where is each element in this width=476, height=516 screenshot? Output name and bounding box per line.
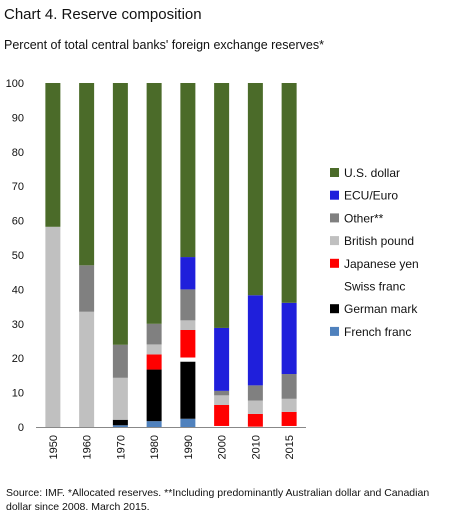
x-tick-label: 2000 xyxy=(217,435,229,459)
legend-item: U.S. dollar xyxy=(330,166,400,180)
bar-segment-ecu-euro-2000 xyxy=(214,327,230,391)
bar-segment-french-franc-1990 xyxy=(180,418,196,427)
legend-swatch xyxy=(330,236,339,246)
bar-segment-ecu-euro-1990 xyxy=(180,257,196,290)
legend-label: Other** xyxy=(344,211,384,225)
bar-segment-other-2010 xyxy=(247,385,263,401)
bar-segment-british-pound-2015 xyxy=(281,398,297,412)
x-tick-label: 1990 xyxy=(183,435,195,459)
y-tick-label: 50 xyxy=(12,250,24,262)
legend-item: French franc xyxy=(330,325,411,339)
bar-segment-japanese-yen-1980 xyxy=(146,354,162,370)
chart-subtitle: Percent of total central banks' foreign … xyxy=(4,38,324,52)
bar-segment-other-1970 xyxy=(112,344,128,378)
x-tick-label: 2015 xyxy=(284,435,296,459)
y-tick-label: 20 xyxy=(12,353,24,365)
bar-segment-british-pound-1990 xyxy=(180,320,196,330)
legend-swatch xyxy=(330,213,339,223)
legend-label: Japanese yen xyxy=(344,257,419,271)
bar-segment-british-pound-1980 xyxy=(146,344,162,355)
legend-swatch xyxy=(330,281,339,291)
bar-segment-german-mark-1980 xyxy=(146,369,162,422)
bar-segment-other-2015 xyxy=(281,374,297,399)
y-axis: 0 10 20 30 40 50 60 70 80 90 100 xyxy=(6,78,24,434)
bar-segment-british-pound-2010 xyxy=(247,400,263,414)
legend-item: British pound xyxy=(330,234,414,248)
bar-segment-japanese-yen-1990 xyxy=(180,329,196,358)
bar-segment-german-mark-1990 xyxy=(180,361,196,419)
bar-segment-u-s-dollar-1970 xyxy=(112,83,128,345)
bar-segment-swiss-franc-1990 xyxy=(180,357,196,362)
legend-swatch xyxy=(330,258,339,268)
legend-label: German mark xyxy=(344,302,418,316)
bar-segment-u-s-dollar-1960 xyxy=(79,83,95,266)
y-tick-label: 0 xyxy=(18,422,24,434)
y-tick-label: 70 xyxy=(12,181,24,193)
legend-swatch xyxy=(330,326,339,336)
legend-label: British pound xyxy=(344,234,414,248)
bar-segment-british-pound-2000 xyxy=(214,395,230,405)
bar-segment-japanese-yen-2010 xyxy=(247,413,263,427)
bar-segment-other-1980 xyxy=(146,323,162,345)
legend-label: U.S. dollar xyxy=(344,166,400,180)
legend-item: German mark xyxy=(330,302,418,316)
bar-segment-ecu-euro-2010 xyxy=(247,295,263,386)
source-note: Source: IMF. *Allocated reserves. **Incl… xyxy=(6,487,430,513)
x-tick-label: 1980 xyxy=(149,435,161,459)
y-tick-label: 10 xyxy=(12,388,24,400)
x-axis: 1950 1960 1970 1980 1990 2000 2010 2015 xyxy=(36,427,306,459)
bar-segment-british-pound-1950 xyxy=(45,226,61,427)
bar-segment-other-1990 xyxy=(180,289,196,321)
bar-segment-french-franc-1970 xyxy=(112,425,128,427)
bar-segment-u-s-dollar-2015 xyxy=(281,83,297,303)
y-tick-label: 60 xyxy=(12,216,24,228)
y-tick-label: 30 xyxy=(12,319,24,331)
bar-segment-japanese-yen-2000 xyxy=(214,404,230,426)
chart-title: Chart 4. Reserve composition xyxy=(4,6,202,23)
y-tick-label: 100 xyxy=(6,78,24,90)
legend-label: French franc xyxy=(344,325,411,339)
bar-segment-french-franc-1980 xyxy=(146,421,162,427)
legend-item: Swiss franc xyxy=(330,280,405,294)
bar-segment-other-2000 xyxy=(214,390,230,396)
legend: U.S. dollar ECU/Euro Other** British pound J… xyxy=(330,166,419,339)
bar-segment-british-pound-1970 xyxy=(112,377,128,420)
legend-swatch xyxy=(330,168,339,177)
bar-segment-other-1960 xyxy=(79,265,95,312)
x-tick-label: 2010 xyxy=(250,435,262,459)
legend-swatch xyxy=(330,190,339,200)
bar-segment-british-pound-1960 xyxy=(79,311,95,427)
bar-segment-u-s-dollar-2000 xyxy=(214,83,230,328)
legend-label: Swiss franc xyxy=(344,280,405,294)
x-tick-label: 1950 xyxy=(48,435,60,459)
bar-segment-swiss-franc-2015 xyxy=(281,425,297,427)
legend-label: ECU/Euro xyxy=(344,189,398,203)
bar-segment-u-s-dollar-2010 xyxy=(247,83,263,296)
legend-item: ECU/Euro xyxy=(330,189,398,203)
bars xyxy=(45,83,297,427)
legend-swatch xyxy=(330,304,339,314)
legend-item: Japanese yen xyxy=(330,257,419,271)
bar-segment-swiss-franc-2000 xyxy=(214,425,230,427)
y-tick-label: 90 xyxy=(12,112,24,124)
bar-segment-german-mark-1970 xyxy=(112,419,128,426)
bar-segment-u-s-dollar-1950 xyxy=(45,83,61,227)
legend-item: Other** xyxy=(330,211,384,225)
y-tick-label: 80 xyxy=(12,147,24,159)
y-tick-label: 40 xyxy=(12,284,24,296)
bar-segment-japanese-yen-2015 xyxy=(281,411,297,426)
bar-segment-ecu-euro-2015 xyxy=(281,302,297,375)
x-tick-label: 1970 xyxy=(115,435,127,459)
x-tick-label: 1960 xyxy=(82,435,94,459)
bar-segment-u-s-dollar-1990 xyxy=(180,83,196,258)
bar-segment-u-s-dollar-1980 xyxy=(146,83,162,324)
